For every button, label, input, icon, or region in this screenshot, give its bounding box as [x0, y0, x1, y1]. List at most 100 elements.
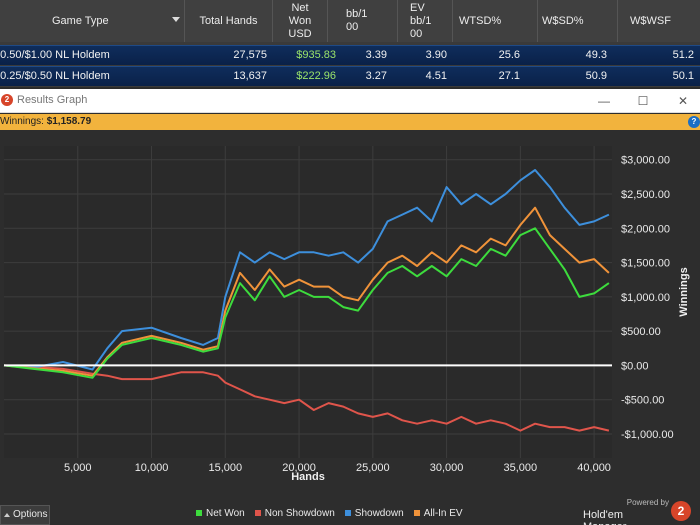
window-titlebar[interactable]: 2 Results Graph — ☐ ✕ — [0, 89, 700, 113]
y-axis-ticks: $3,000.00 $2,500.00 $2,000.00 $1,500.00 $1,0… — [621, 155, 674, 441]
cell-wtsd: 25.6 — [498, 49, 520, 61]
cell-game-type: $0.50/$1.00 NL Holdem — [0, 49, 110, 61]
col-net-won[interactable]: Net Won USD — [273, 0, 328, 42]
legend-label: Non Showdown — [264, 507, 335, 519]
hm-branding: Powered by Hold'em Manager 2 — [583, 498, 693, 525]
maximize-icon[interactable]: ☐ — [637, 94, 649, 108]
col-label: bb/1 — [346, 8, 368, 20]
col-label: WTSD% — [459, 14, 502, 27]
col-ev-bb100[interactable]: EV bb/1 00 — [398, 0, 453, 42]
cell-net-won: $935.83 — [296, 49, 336, 61]
x-tick-label: 30,000 — [430, 462, 464, 474]
cell-ev-bb100: 4.51 — [425, 70, 447, 82]
series-line-non-showdown — [3, 364, 610, 432]
legend-swatch — [254, 510, 261, 516]
x-axis-ticks: 5,000 10,000 15,000 20,000 25,000 30,000 35,00… — [64, 462, 611, 474]
y-tick-label: $1,000.00 — [621, 292, 670, 304]
cell-total-hands: 13,637 — [233, 70, 267, 82]
col-label: EV — [410, 1, 425, 14]
col-total-hands[interactable]: Total Hands — [185, 0, 273, 42]
y-tick-label: -$500.00 — [621, 395, 664, 407]
legend-label: Showdown — [354, 507, 404, 519]
legend-swatch — [344, 510, 351, 516]
hm-logo-icon: 2 — [671, 501, 691, 521]
legend-item-showdown[interactable]: Showdown — [344, 506, 404, 520]
cell-wwsf: 50.1 — [672, 70, 694, 82]
x-tick-label: 35,000 — [504, 462, 538, 474]
series-line-showdown — [3, 169, 610, 371]
cell-game-type: $0.25/$0.50 NL Holdem — [0, 70, 110, 82]
cell-wtsd: 27.1 — [498, 70, 520, 82]
col-label: Won — [288, 14, 312, 27]
col-label: W$SD% — [542, 14, 584, 27]
x-tick-label: 20,000 — [282, 462, 316, 474]
cell-bb100: 3.39 — [365, 49, 387, 61]
winnings-bar: Winnings: $1,158.79 ? — [0, 114, 700, 130]
options-button[interactable]: Options — [0, 505, 50, 525]
y-axis-title: Winnings — [678, 267, 690, 316]
window-title: Results Graph — [17, 94, 88, 106]
y-tick-label: $2,500.00 — [621, 189, 670, 201]
chart-legend: Net Won Non Showdown Showdown All-In EV — [196, 506, 463, 520]
hm-app-icon: 2 — [1, 94, 13, 106]
x-tick-label: 40,000 — [577, 462, 611, 474]
col-label: Total Hands — [199, 14, 258, 27]
col-label: bb/1 — [410, 14, 432, 27]
col-label: 00 — [346, 21, 359, 33]
brand-name: Hold'em Manager — [583, 509, 626, 525]
minimize-icon[interactable]: — — [598, 94, 610, 108]
series-line-net-won — [3, 227, 610, 379]
legend-swatch — [413, 510, 420, 516]
help-icon[interactable]: ? — [688, 116, 700, 128]
col-label: Game Type — [52, 14, 109, 27]
y-tick-label: $500.00 — [621, 326, 661, 338]
y-tick-label: $1,500.00 — [621, 258, 670, 270]
table-row[interactable]: $0.25/$0.50 NL Holdem 13,637 $222.96 3.2… — [0, 66, 700, 86]
cell-bb100: 3.27 — [365, 70, 387, 82]
stats-table: Game Type Total Hands Net Won USD bb/1 0… — [0, 0, 700, 87]
x-tick-label: 25,000 — [356, 462, 390, 474]
col-label: 00 — [410, 27, 423, 40]
cell-wsd: 50.9 — [585, 70, 607, 82]
x-axis-title: Hands — [291, 471, 325, 483]
col-wsd[interactable]: W$SD% — [538, 0, 618, 42]
legend-item-net-won[interactable]: Net Won — [196, 506, 245, 520]
cell-wwsf: 51.2 — [672, 49, 694, 61]
cell-net-won: $222.96 — [296, 70, 336, 82]
col-wtsd[interactable]: WTSD% — [453, 0, 538, 42]
x-tick-label: 10,000 — [135, 462, 169, 474]
col-wwsf[interactable]: W$WSF — [618, 0, 700, 42]
legend-item-allin-ev[interactable]: All-In EV — [413, 506, 463, 520]
legend-label: Net Won — [206, 507, 245, 519]
cell-total-hands: 27,575 — [233, 49, 267, 61]
col-label: W$WSF — [630, 14, 671, 27]
y-tick-label: $0.00 — [621, 360, 649, 372]
close-icon[interactable]: ✕ — [677, 94, 689, 108]
col-label: Net — [291, 1, 309, 14]
x-tick-label: 5,000 — [64, 462, 92, 474]
y-tick-label: $3,000.00 — [621, 155, 670, 167]
options-label: Options — [13, 509, 48, 520]
cell-ev-bb100: 3.90 — [425, 49, 447, 61]
legend-swatch — [196, 510, 202, 516]
legend-item-non-showdown[interactable]: Non Showdown — [254, 506, 335, 520]
legend-label: All-In EV — [423, 507, 463, 519]
caret-up-icon — [4, 513, 10, 517]
y-tick-label: $2,000.00 — [621, 223, 670, 235]
chart-series — [3, 169, 610, 432]
winnings-label: Winnings: — [0, 116, 44, 127]
x-tick-label: 15,000 — [208, 462, 242, 474]
table-header: Game Type Total Hands Net Won USD bb/1 0… — [0, 0, 700, 42]
winnings-summary: Winnings: $1,158.79 — [0, 116, 91, 127]
cell-wsd: 49.3 — [585, 49, 607, 61]
series-line-allin-ev — [3, 206, 610, 377]
y-tick-label: -$1,000.00 — [621, 429, 674, 441]
sort-dropdown-icon[interactable] — [172, 17, 180, 22]
winnings-value: $1,158.79 — [46, 116, 92, 127]
table-row[interactable]: $0.50/$1.00 NL Holdem 27,575 $935.83 3.3… — [0, 45, 700, 65]
col-label: USD — [288, 27, 312, 40]
col-game-type[interactable]: Game Type — [0, 0, 185, 42]
col-bb100[interactable]: bb/1 00 — [328, 0, 398, 42]
